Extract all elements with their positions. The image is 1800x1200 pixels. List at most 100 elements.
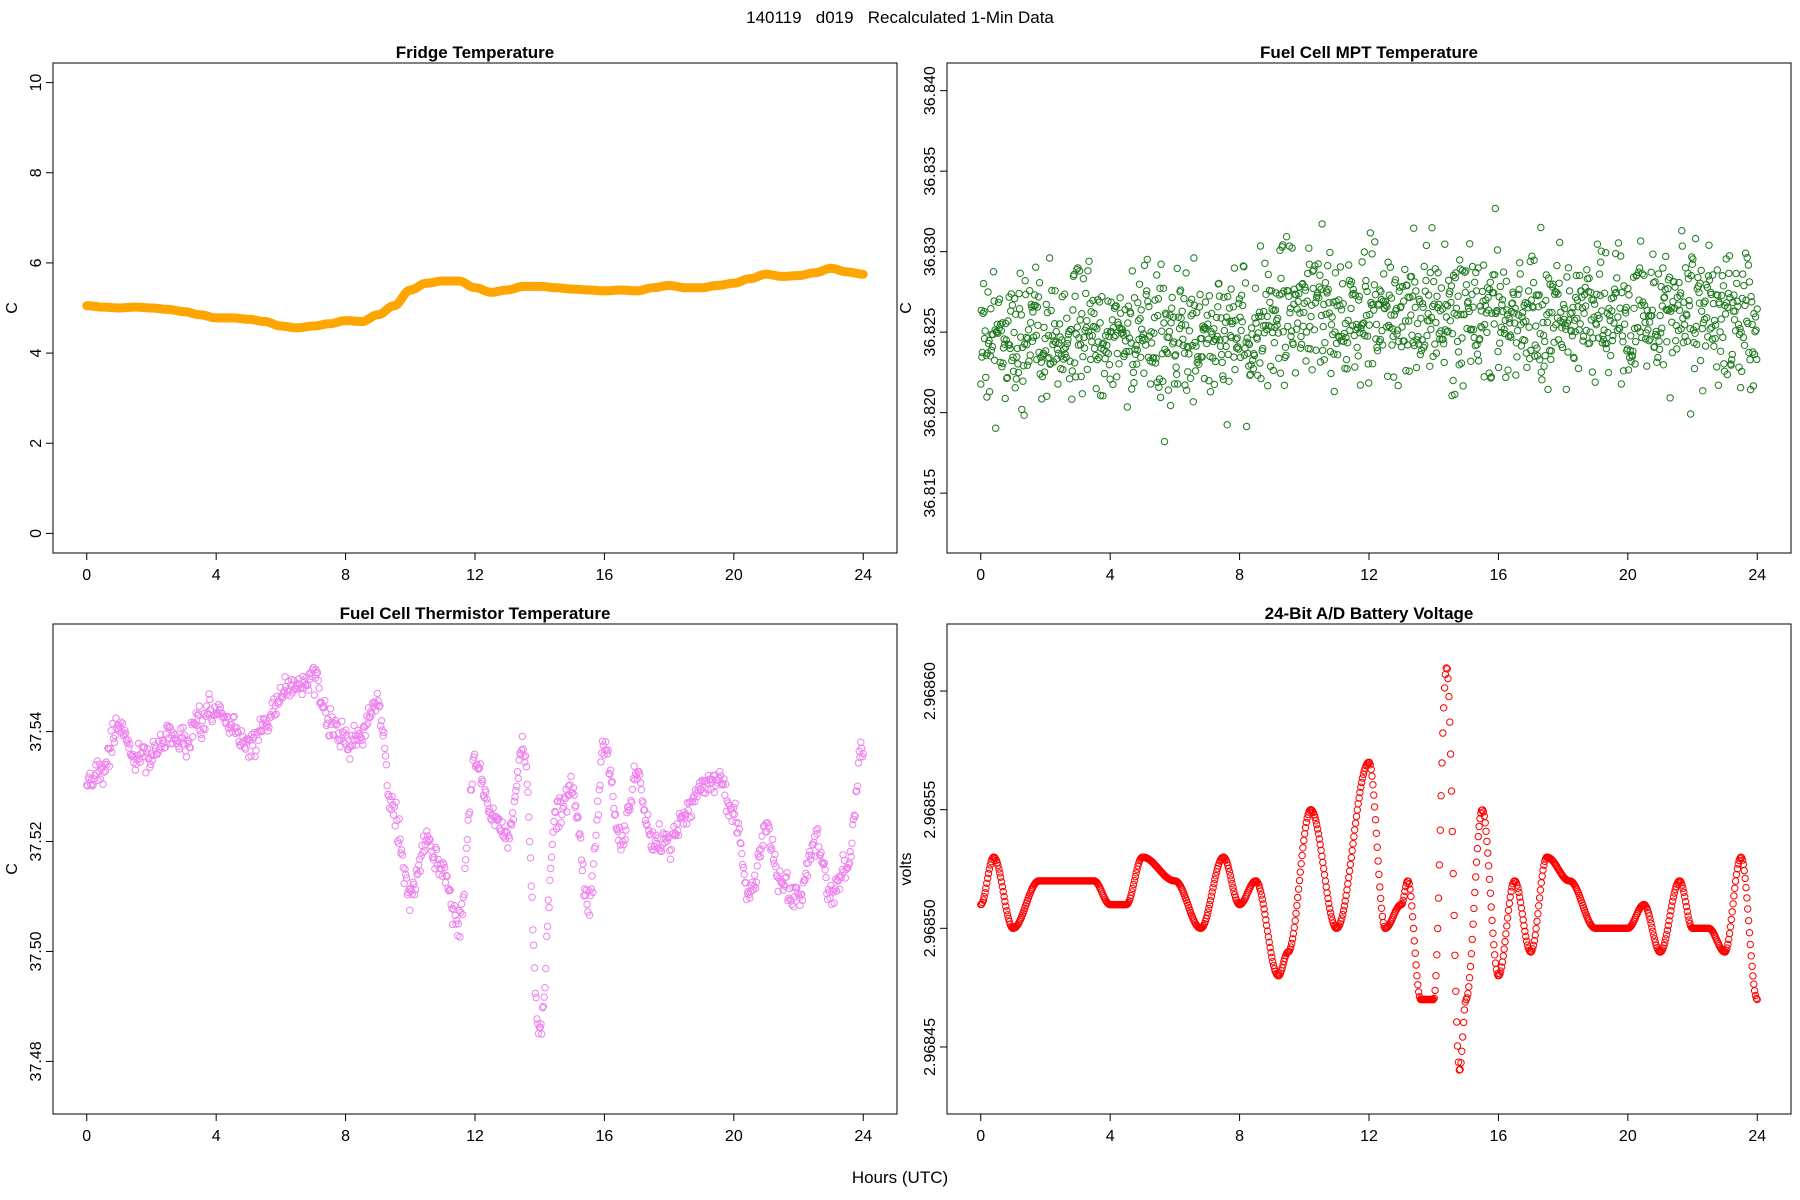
data-point: [253, 728, 262, 736]
data-point: [1401, 317, 1410, 325]
data-point: [1115, 360, 1123, 368]
data-point: [1052, 338, 1060, 347]
data-point: [1189, 398, 1198, 406]
data-point: [759, 842, 767, 850]
data-point: [1733, 865, 1742, 873]
data-point: [1131, 872, 1140, 881]
data-point: [1474, 357, 1483, 365]
data-point: [1070, 359, 1079, 367]
data-point: [1437, 792, 1445, 800]
data-point: [1010, 294, 1019, 303]
data-point: [560, 802, 568, 811]
data-point: [1294, 885, 1303, 893]
data-point: [1261, 321, 1270, 330]
data-point: [994, 861, 1002, 870]
data-point: [999, 359, 1007, 367]
data-point: [206, 695, 214, 704]
data-point: [1489, 929, 1497, 937]
data-point: [1311, 813, 1319, 822]
data-point: [1741, 301, 1749, 310]
data-point: [1630, 324, 1639, 333]
data-point: [598, 737, 607, 745]
data-point: [1496, 282, 1505, 291]
data-point: [1422, 241, 1431, 250]
data-point: [1191, 338, 1199, 347]
data-point: [1412, 961, 1420, 969]
data-point: [1411, 278, 1419, 286]
data-point: [1227, 876, 1235, 884]
data-point: [602, 738, 610, 746]
data-point: [1593, 290, 1601, 298]
data-point: [1477, 322, 1485, 331]
data-point: [1313, 825, 1322, 833]
data-point: [511, 793, 519, 801]
data-point: [1402, 366, 1410, 375]
data-point: [227, 724, 235, 732]
data-point: [1662, 252, 1670, 261]
data-point: [1320, 356, 1329, 364]
data-point: [464, 816, 472, 824]
data-point: [1103, 341, 1111, 349]
data-point: [1438, 759, 1446, 767]
data-point: [1172, 363, 1180, 371]
data-point: [1207, 892, 1216, 900]
data-point: [1123, 403, 1132, 411]
data-point: [450, 902, 459, 910]
data-point: [1353, 806, 1362, 814]
data-point: [1744, 261, 1753, 269]
data-point: [1232, 335, 1240, 343]
data-point: [1456, 256, 1464, 264]
data-point: [121, 729, 130, 737]
data-point: [1316, 358, 1325, 366]
data-point: [1403, 281, 1411, 290]
data-point: [106, 744, 114, 753]
data-point: [1752, 326, 1760, 334]
data-point: [1236, 353, 1245, 362]
data-point: [457, 908, 465, 917]
data-point: [1683, 907, 1692, 916]
data-point: [1434, 269, 1442, 277]
data-point: [1703, 283, 1712, 292]
data-point: [1555, 279, 1563, 287]
data-point: [1497, 967, 1505, 975]
data-point: [1427, 325, 1435, 333]
data-point: [1319, 322, 1327, 331]
data-point: [1574, 364, 1583, 373]
data-point: [327, 720, 335, 728]
data-point: [1681, 893, 1689, 901]
data-point: [1002, 319, 1010, 328]
data-point: [1538, 376, 1546, 384]
data-point: [721, 780, 730, 788]
data-point: [533, 1015, 541, 1023]
data-point: [345, 743, 353, 751]
data-point: [1340, 329, 1349, 338]
x-tick-label: 16: [596, 1128, 614, 1145]
data-point: [740, 870, 748, 879]
data-point: [1019, 362, 1028, 370]
data-point: [1032, 263, 1040, 271]
data-point: [1298, 851, 1306, 860]
data-point: [1476, 335, 1484, 343]
data-point: [756, 853, 765, 861]
data-point: [1709, 271, 1717, 279]
data-point: [1705, 276, 1714, 284]
data-point: [1544, 385, 1552, 394]
data-point: [1632, 337, 1640, 346]
data-point: [1460, 1006, 1469, 1014]
data-point: [1535, 894, 1544, 902]
data-point: [1391, 276, 1400, 284]
data-point: [1182, 269, 1190, 277]
data-point: [1163, 348, 1171, 356]
data-point: [391, 822, 399, 830]
data-point: [420, 847, 429, 855]
data-point: [1319, 346, 1327, 355]
data-point: [1084, 267, 1092, 275]
data-point: [1720, 360, 1728, 368]
data-point: [1212, 872, 1220, 880]
data-point: [438, 872, 446, 880]
data-point: [1462, 281, 1471, 289]
data-point: [512, 787, 520, 795]
data-point: [1042, 300, 1051, 309]
data-point: [376, 701, 384, 710]
data-point: [1091, 323, 1099, 331]
